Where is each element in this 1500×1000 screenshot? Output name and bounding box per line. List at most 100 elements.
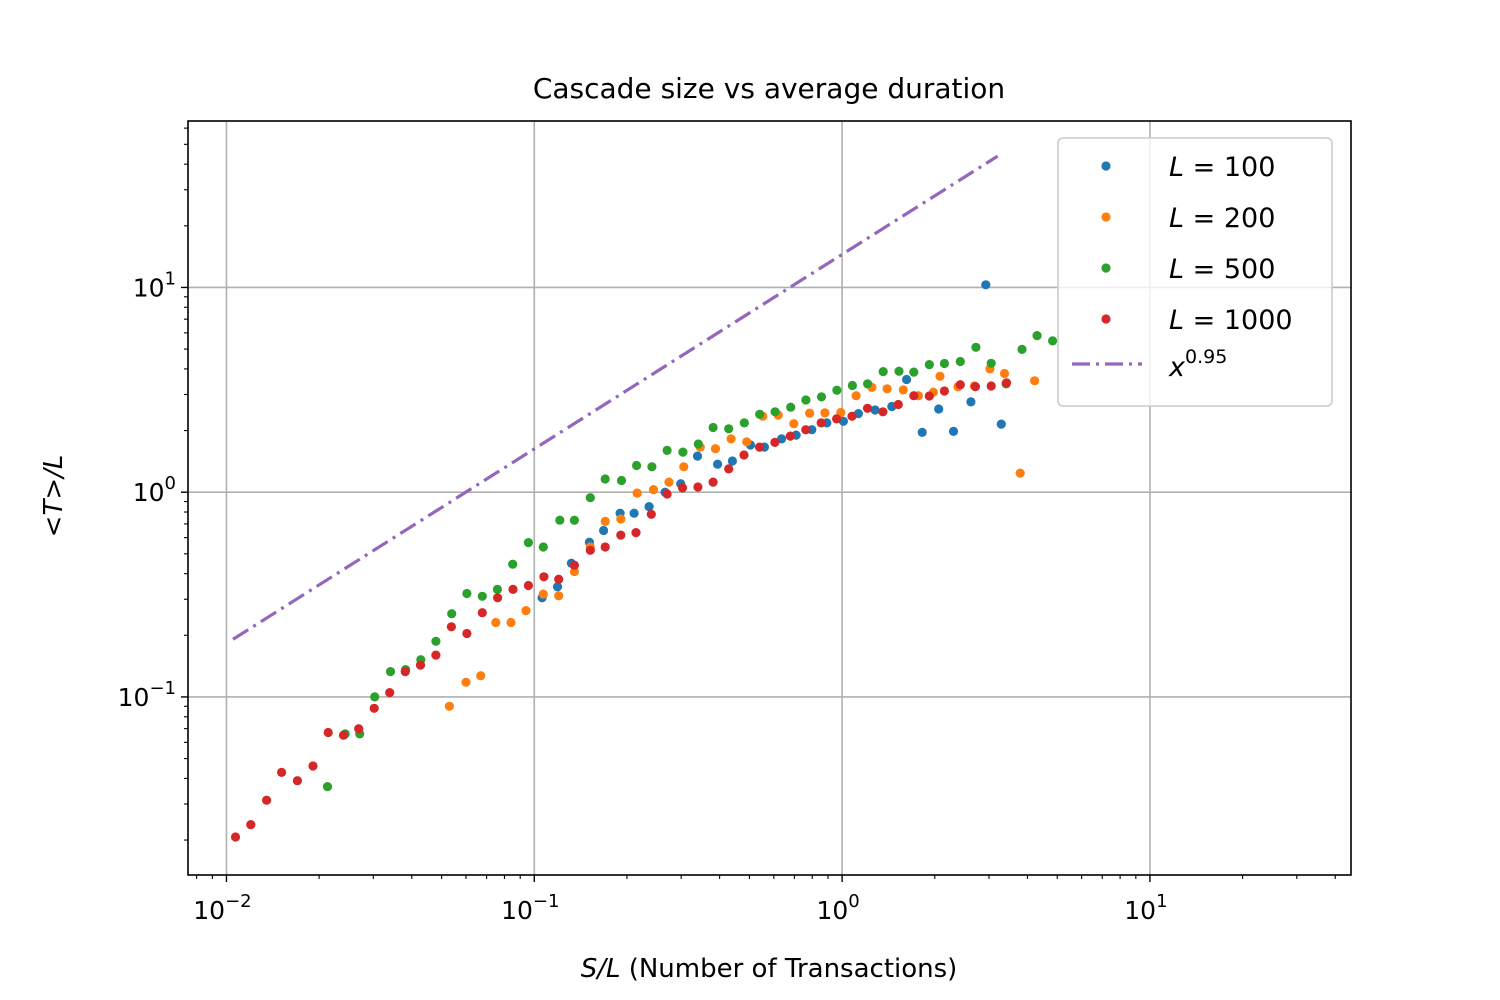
y-tick-label: 101 [133,268,176,302]
data-point [616,530,626,540]
data-point [493,593,503,603]
data-point [909,367,919,377]
data-point [770,407,780,417]
data-point [934,404,944,414]
data-point [832,414,842,424]
data-point [786,402,796,412]
reference-line [232,154,999,641]
data-point [924,391,934,401]
data-point [955,356,965,367]
data-point [262,795,272,805]
data-point [820,408,830,418]
data-point [999,368,1010,379]
data-point [369,703,379,713]
data-point [338,730,349,740]
data-point [863,379,873,389]
reference-line-group [232,154,999,641]
data-point [431,650,441,660]
data-point [739,418,749,428]
data-point [462,588,472,599]
data-point [648,485,659,495]
y-tick-label: 100 [133,473,176,507]
data-point [755,409,765,419]
data-point [851,391,861,401]
data-point [693,482,703,492]
data-point [385,667,396,677]
data-point [970,382,981,392]
data-point [506,617,516,628]
data-point [742,437,752,447]
data-point [679,462,689,472]
legend-marker [1101,314,1111,324]
data-point [996,419,1006,429]
data-point [724,464,734,474]
data-point [508,559,518,569]
data-point [805,408,815,418]
data-point [724,424,734,434]
legend-label: L = 500 [1169,254,1275,285]
legend-label: x0.95 [1168,346,1227,383]
data-point [948,426,959,436]
data-point [569,560,580,570]
x-axis-label: S/L (Number of Transactions) [581,954,958,984]
data-point [832,385,842,395]
data-point [631,528,641,538]
data-point [902,374,912,385]
data-point [986,381,996,391]
data-point [632,488,642,498]
data-point [415,660,426,670]
data-point [708,422,718,433]
data-point [539,572,549,582]
data-point [966,397,976,407]
data-point [847,411,857,421]
data-point [1015,468,1025,478]
data-point [939,358,950,369]
data-point [710,444,721,454]
data-point [292,776,302,786]
y-axis-label: <T>/L [39,455,69,538]
data-point [678,447,688,457]
data-point [230,832,241,842]
x-tick-label: 10−2 [193,891,251,925]
data-point [629,508,639,518]
data-point [739,450,749,460]
data-point [662,445,672,455]
data-point [585,545,595,555]
data-point [878,367,888,377]
legend-marker [1101,263,1111,273]
data-point [785,431,795,441]
data-point [870,405,880,415]
legend-label: L = 200 [1169,203,1275,234]
data-point [726,434,736,444]
legend-box [1057,137,1333,407]
data-point [554,591,564,601]
data-point [894,366,904,376]
data-point [508,584,518,595]
data-point [447,609,457,619]
data-point [554,574,564,584]
data-point [693,439,703,449]
data-point [1017,344,1027,354]
data-point [898,385,908,395]
data-point [664,477,674,487]
x-tick-label: 10−1 [501,891,559,925]
data-point [616,514,626,524]
data-point [538,542,548,552]
data-point [354,724,364,734]
data-point [370,692,380,702]
data-point [523,580,534,591]
data-point [569,515,580,525]
series-3 [322,331,1058,792]
x-tick-label: 101 [1124,891,1167,925]
chart-title: Cascade size vs average duration [533,72,1005,105]
data-point [1048,336,1058,346]
data-point [323,727,333,738]
data-point [955,380,965,390]
x-tick-label: 100 [816,891,859,925]
data-point [862,403,873,413]
data-point [878,407,888,417]
data-point [385,688,395,698]
data-point [1001,378,1012,388]
data-point [917,427,927,437]
